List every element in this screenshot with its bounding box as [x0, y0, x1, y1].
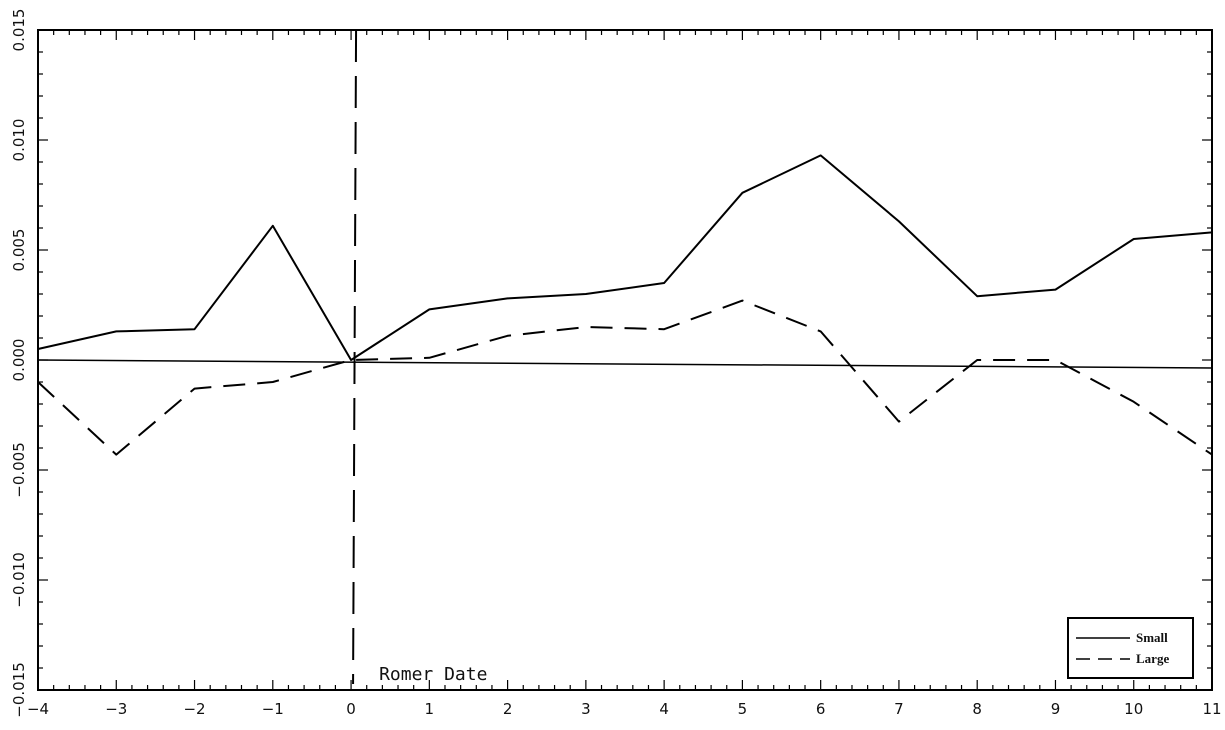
y-tick-label: 0.005 — [10, 229, 28, 272]
zero-line — [37, 359, 1213, 369]
axis-ticks: −4 −3 −2 −1 0 1 2 3 4 5 6 7 8 9 10 11 −0.015 −0.010 −0.005… — [10, 9, 1222, 718]
y-tick-label: −0.010 — [10, 552, 28, 608]
plot-lines: Romer Date — [37, 29, 1213, 685]
series-line-small — [37, 154, 1213, 361]
x-tick-label: 8 — [972, 700, 982, 718]
x-tick-label: 0 — [346, 700, 356, 718]
legend-label-large: Large — [1136, 651, 1169, 666]
x-tick-label: −4 — [27, 700, 49, 718]
plot-frame — [37, 29, 1213, 691]
y-tick-label: 0.010 — [10, 119, 28, 162]
x-tick-label: −2 — [183, 700, 205, 718]
x-tick-label: 2 — [503, 700, 513, 718]
y-tick-label: 0.000 — [10, 339, 28, 382]
x-tick-label: 9 — [1051, 700, 1061, 718]
x-tick-label: 7 — [894, 700, 904, 718]
legend-label-small: Small — [1136, 630, 1168, 645]
y-tick-label: −0.015 — [10, 662, 28, 718]
romer-date-label: Romer Date — [379, 664, 487, 685]
x-tick-label: 1 — [425, 700, 435, 718]
x-tick-label: −1 — [262, 700, 284, 718]
series-line-large — [37, 299, 1213, 456]
x-tick-label: 10 — [1124, 700, 1143, 718]
x-tick-label: −3 — [105, 700, 127, 718]
x-tick-label: 11 — [1202, 700, 1221, 718]
y-tick-label: 0.015 — [10, 9, 28, 52]
y-tick-label: −0.005 — [10, 442, 28, 498]
x-tick-label: 3 — [581, 700, 591, 718]
legend: Small Large — [1067, 617, 1194, 679]
x-tick-label: 5 — [738, 700, 748, 718]
x-tick-label: 4 — [659, 700, 669, 718]
x-tick-label: 6 — [816, 700, 826, 718]
legend-box — [1067, 617, 1194, 679]
